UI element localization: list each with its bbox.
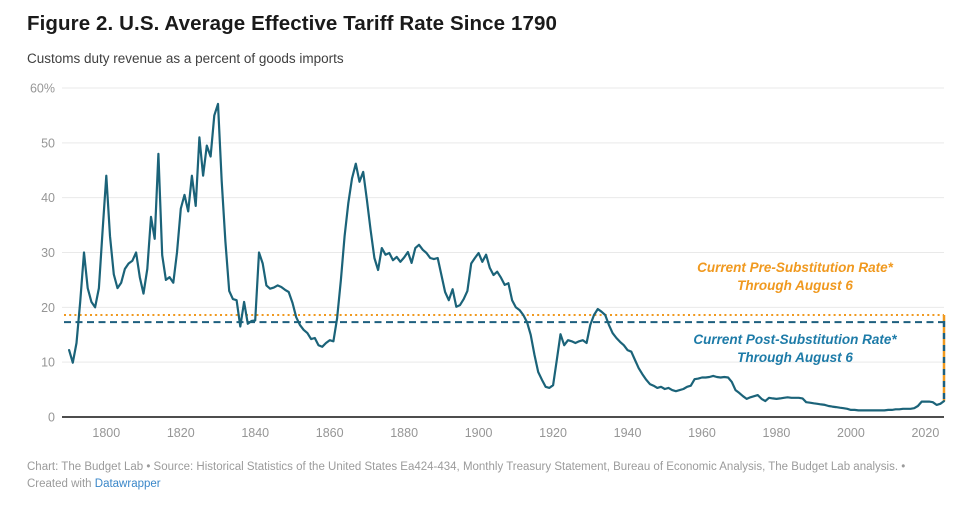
datawrapper-link[interactable]: Datawrapper bbox=[94, 478, 161, 491]
x-tick-label: 1980 bbox=[763, 426, 791, 440]
x-tick-label: 1940 bbox=[614, 426, 642, 440]
chart-footer: Chart: The Budget Lab • Source: Historic… bbox=[27, 459, 942, 494]
x-tick-label: 2020 bbox=[911, 426, 939, 440]
y-tick-label: 30 bbox=[41, 246, 55, 260]
x-tick-label: 1960 bbox=[688, 426, 716, 440]
tariff-rate-line bbox=[68, 102, 946, 412]
pre-substitution-label-line1: Current Pre-Substitution Rate* bbox=[697, 260, 893, 275]
y-tick-label: 20 bbox=[41, 301, 55, 315]
x-tick-label: 2000 bbox=[837, 426, 865, 440]
x-tick-label: 1880 bbox=[390, 426, 418, 440]
x-tick-label: 1820 bbox=[167, 426, 195, 440]
x-tick-label: 1800 bbox=[92, 426, 120, 440]
post-substitution-label-line2: Through August 6 bbox=[737, 349, 853, 365]
y-tick-label: 50 bbox=[41, 136, 55, 150]
post-substitution-annotation: Current Post-Substitution Rate* Through … bbox=[628, 331, 958, 367]
x-tick-label: 1900 bbox=[465, 426, 493, 440]
pre-substitution-annotation: Current Pre-Substitution Rate* Through A… bbox=[628, 259, 958, 295]
post-substitution-label-line1: Current Post-Substitution Rate* bbox=[693, 332, 897, 347]
pre-substitution-label-line2: Through August 6 bbox=[737, 277, 853, 293]
x-tick-label: 1860 bbox=[316, 426, 344, 440]
x-tick-label: 1840 bbox=[241, 426, 269, 440]
credit-line: Chart: The Budget Lab • Source: Historic… bbox=[27, 461, 906, 473]
created-with-line: Created with Datawrapper bbox=[27, 476, 942, 493]
x-tick-label: 1920 bbox=[539, 426, 567, 440]
y-tick-label: 10 bbox=[41, 356, 55, 370]
created-with-text: Created with bbox=[27, 478, 92, 491]
y-tick-label: 60% bbox=[30, 82, 55, 96]
figure-title: Figure 2. U.S. Average Effective Tariff … bbox=[27, 12, 557, 35]
y-tick-label: 0 bbox=[48, 411, 55, 425]
y-tick-label: 40 bbox=[41, 191, 55, 205]
figure-subtitle: Customs duty revenue as a percent of goo… bbox=[27, 51, 344, 66]
